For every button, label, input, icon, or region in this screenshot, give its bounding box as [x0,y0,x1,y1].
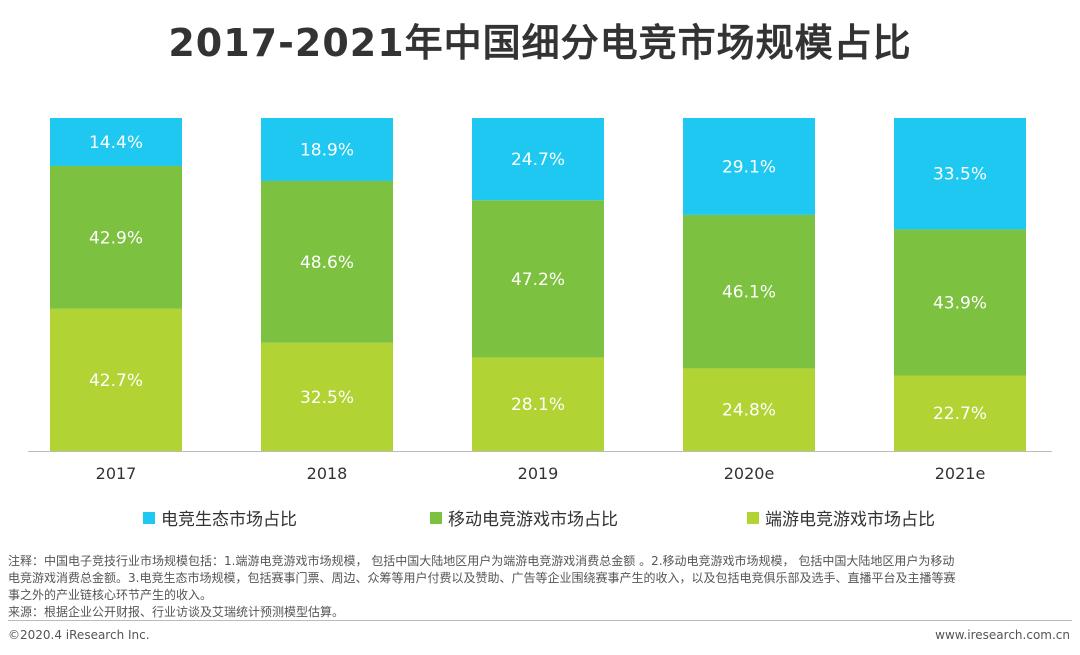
x-tick-label-2019: 2019 [518,464,559,483]
bar-segment-2021e-0 [894,375,1026,451]
data-label-2018-0: 32.5% [300,388,354,408]
data-label-2019-0: 28.1% [511,395,565,415]
data-label-2020e-0: 24.8% [722,401,776,421]
data-label-2018-2: 18.9% [300,140,354,160]
note-line-1: 注释：中国电子竞技行业市场规模包括：1.端游电竞游戏市场规模， 包括中国大陆地区… [8,554,955,568]
data-label-2017-1: 42.9% [89,228,143,248]
bar-segment-2018-0 [261,342,393,451]
legend-label: 移动电竞游戏市场占比 [448,510,618,530]
data-label-2020e-1: 46.1% [722,283,776,303]
stacked-bar-chart: 42.7% 42.9% 14.4% 2017 32.5% 48.6% 18.9% 2018 28… [28,118,1052,483]
x-tick-label-2020e: 2020e [724,464,775,483]
bar-segment-2021e-2 [894,118,1026,230]
note-line-2: 电竞游戏消费总金额。3.电竞生态市场规模，包括赛事门票、周边、众筹等用户付费以及… [8,571,956,585]
data-label-2021e-1: 43.9% [933,293,987,313]
legend-item-0: 电竞生态市场占比 [143,505,297,530]
bar-segment-2018-2 [261,118,393,181]
legend-swatch [430,511,442,524]
legend-item-2: 端游电竞游戏市场占比 [747,505,935,530]
legend: 电竞生态市场占比 移动电竞游戏市场占比 端游电竞游戏市场占比 [0,505,1080,531]
bar-segment-2020e-1 [683,214,815,369]
legend-swatch [143,511,155,524]
x-tick-label-2021e: 2021e [935,464,986,483]
data-label-2019-1: 47.2% [511,270,565,290]
data-label-2017-2: 14.4% [89,133,143,153]
bar-segment-2019-0 [472,357,604,451]
bar-segment-2017-0 [50,308,182,451]
bar-segment-2020e-2 [683,118,815,215]
source-line: 来源：根据企业公开财报、行业访谈及艾瑞统计预测模型估算。 [8,605,345,619]
bar-segment-2017-2 [50,118,182,166]
data-label-2017-0: 42.7% [89,371,143,391]
data-label-2021e-2: 33.5% [933,165,987,185]
bar-segment-2021e-1 [894,229,1026,376]
data-label-2018-1: 48.6% [300,253,354,273]
legend-label: 端游电竞游戏市场占比 [765,510,935,530]
copyright-text: ©2020.4 iResearch Inc. [8,628,150,642]
legend-item-1: 移动电竞游戏市场占比 [430,505,618,530]
data-label-2021e-0: 22.7% [933,404,987,424]
footer-divider [8,620,1072,621]
data-label-2019-2: 24.7% [511,150,565,170]
bar-segment-2020e-0 [683,368,815,451]
chart-title: 2017-2021年中国细分电竞市场规模占比 [168,21,912,65]
website-text: www.iresearch.com.cn [935,628,1070,642]
x-tick-label-2017: 2017 [96,464,137,483]
legend-label: 电竞生态市场占比 [161,510,297,530]
data-label-2020e-2: 29.1% [722,157,776,177]
notes-block: 注释：中国电子竞技行业市场规模包括：1.端游电竞游戏市场规模， 包括中国大陆地区… [8,553,1074,621]
bar-segment-2017-1 [50,165,182,309]
note-line-3: 事之外的产业链核心环节产生的收入。 [8,588,213,602]
legend-swatch [747,511,759,524]
bar-segment-2018-1 [261,180,393,343]
bar-segment-2019-1 [472,200,604,358]
x-tick-label-2018: 2018 [307,464,348,483]
bar-segment-2019-2 [472,118,604,201]
